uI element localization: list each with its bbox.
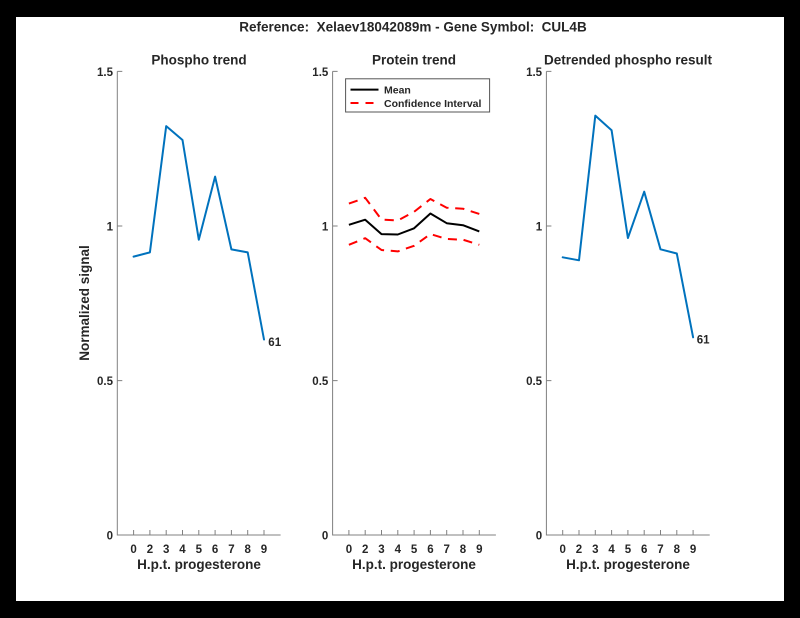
svg-text:6: 6 bbox=[641, 544, 647, 556]
svg-text:2: 2 bbox=[362, 544, 368, 556]
svg-text:8: 8 bbox=[244, 544, 251, 556]
svg-text:1: 1 bbox=[107, 222, 114, 234]
svg-text:0.5: 0.5 bbox=[526, 376, 543, 388]
svg-text:H.p.t. progesterone: H.p.t. progesterone bbox=[352, 557, 476, 572]
svg-text:1: 1 bbox=[322, 222, 329, 234]
svg-text:9: 9 bbox=[690, 544, 696, 556]
svg-text:2: 2 bbox=[576, 544, 582, 556]
svg-text:9: 9 bbox=[476, 544, 482, 556]
svg-text:61: 61 bbox=[697, 335, 710, 347]
svg-text:6: 6 bbox=[427, 544, 433, 556]
svg-text:4: 4 bbox=[395, 544, 402, 556]
svg-text:Protein trend: Protein trend bbox=[372, 53, 456, 68]
svg-text:Normalized signal: Normalized signal bbox=[77, 245, 92, 361]
svg-text:0: 0 bbox=[107, 531, 113, 543]
svg-text:5: 5 bbox=[411, 544, 418, 556]
svg-text:3: 3 bbox=[592, 544, 598, 556]
svg-text:Confidence Interval: Confidence Interval bbox=[384, 98, 482, 110]
svg-text:5: 5 bbox=[196, 544, 203, 556]
svg-text:3: 3 bbox=[163, 544, 169, 556]
svg-text:0.5: 0.5 bbox=[312, 376, 329, 388]
svg-text:0.5: 0.5 bbox=[97, 376, 114, 388]
svg-text:Phospho trend: Phospho trend bbox=[151, 53, 246, 68]
svg-text:4: 4 bbox=[179, 544, 186, 556]
svg-text:1: 1 bbox=[536, 222, 543, 234]
svg-text:0: 0 bbox=[346, 544, 352, 556]
svg-text:3: 3 bbox=[378, 544, 384, 556]
svg-text:H.p.t. progesterone: H.p.t. progesterone bbox=[137, 557, 261, 572]
svg-text:1.5: 1.5 bbox=[312, 67, 329, 79]
svg-text:0: 0 bbox=[130, 544, 136, 556]
svg-text:7: 7 bbox=[228, 544, 234, 556]
svg-text:8: 8 bbox=[674, 544, 681, 556]
svg-text:2: 2 bbox=[147, 544, 153, 556]
svg-text:61: 61 bbox=[268, 337, 281, 349]
svg-text:5: 5 bbox=[625, 544, 632, 556]
svg-text:0: 0 bbox=[536, 531, 542, 543]
svg-text:0: 0 bbox=[322, 531, 328, 543]
svg-text:9: 9 bbox=[261, 544, 267, 556]
svg-text:H.p.t. progesterone: H.p.t. progesterone bbox=[566, 557, 690, 572]
svg-text:1.5: 1.5 bbox=[526, 67, 543, 79]
svg-text:1.5: 1.5 bbox=[97, 67, 114, 79]
svg-text:7: 7 bbox=[443, 544, 449, 556]
svg-text:Reference: Xelaev18042089m -: Reference: Xelaev18042089m - Gene Symbol… bbox=[239, 20, 587, 35]
svg-text:8: 8 bbox=[460, 544, 467, 556]
svg-text:4: 4 bbox=[608, 544, 615, 556]
svg-text:0: 0 bbox=[559, 544, 565, 556]
svg-text:Detrended phospho result: Detrended phospho result bbox=[544, 53, 713, 68]
svg-text:7: 7 bbox=[657, 544, 663, 556]
svg-text:6: 6 bbox=[212, 544, 218, 556]
svg-text:Mean: Mean bbox=[384, 85, 411, 97]
